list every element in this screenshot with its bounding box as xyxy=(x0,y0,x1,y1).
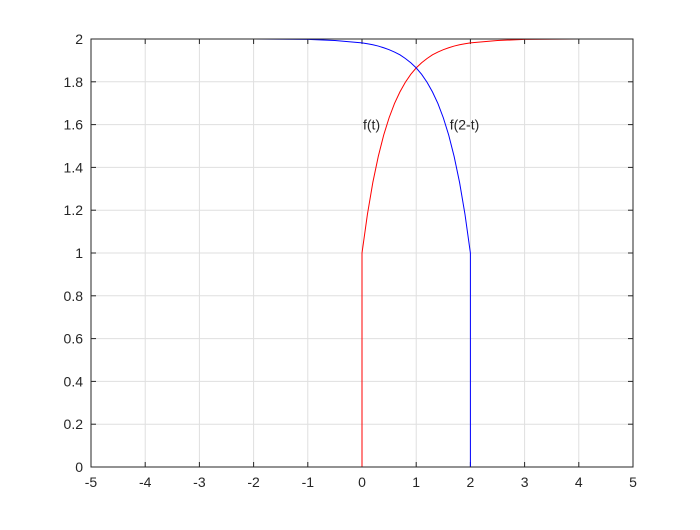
series-line xyxy=(91,38,633,468)
y-tick-label: 1 xyxy=(75,245,83,261)
x-tick-label: 5 xyxy=(629,474,637,490)
y-tick-label: 1.6 xyxy=(64,117,84,133)
x-tick-label: -2 xyxy=(247,474,260,490)
y-tick-label: 1.4 xyxy=(64,159,84,175)
x-tick-label: -3 xyxy=(193,474,206,490)
x-tick-label: -1 xyxy=(302,474,315,490)
y-tick-label: 0.6 xyxy=(64,331,84,347)
axes-box xyxy=(90,38,634,468)
x-tick-label: 2 xyxy=(467,474,475,490)
x-tick-label: 0 xyxy=(358,474,366,490)
y-tick-label: 1.8 xyxy=(64,74,84,90)
y-tick-label: 0.2 xyxy=(64,416,84,432)
y-tick-label: 1.2 xyxy=(64,202,84,218)
x-tick-label: 4 xyxy=(575,474,583,490)
annotation: f(t) xyxy=(363,117,380,133)
y-tick-label: 0.8 xyxy=(64,288,84,304)
x-tick-label: 1 xyxy=(412,474,420,490)
x-tick-label: -5 xyxy=(85,474,98,490)
x-tick-label: 3 xyxy=(521,474,529,490)
annotation: f(2-t) xyxy=(450,117,480,133)
y-tick-label: 0 xyxy=(75,459,83,475)
y-tick-label: 0.4 xyxy=(64,373,84,389)
x-tick-label: -4 xyxy=(139,474,152,490)
y-tick-label: 2 xyxy=(75,31,83,47)
